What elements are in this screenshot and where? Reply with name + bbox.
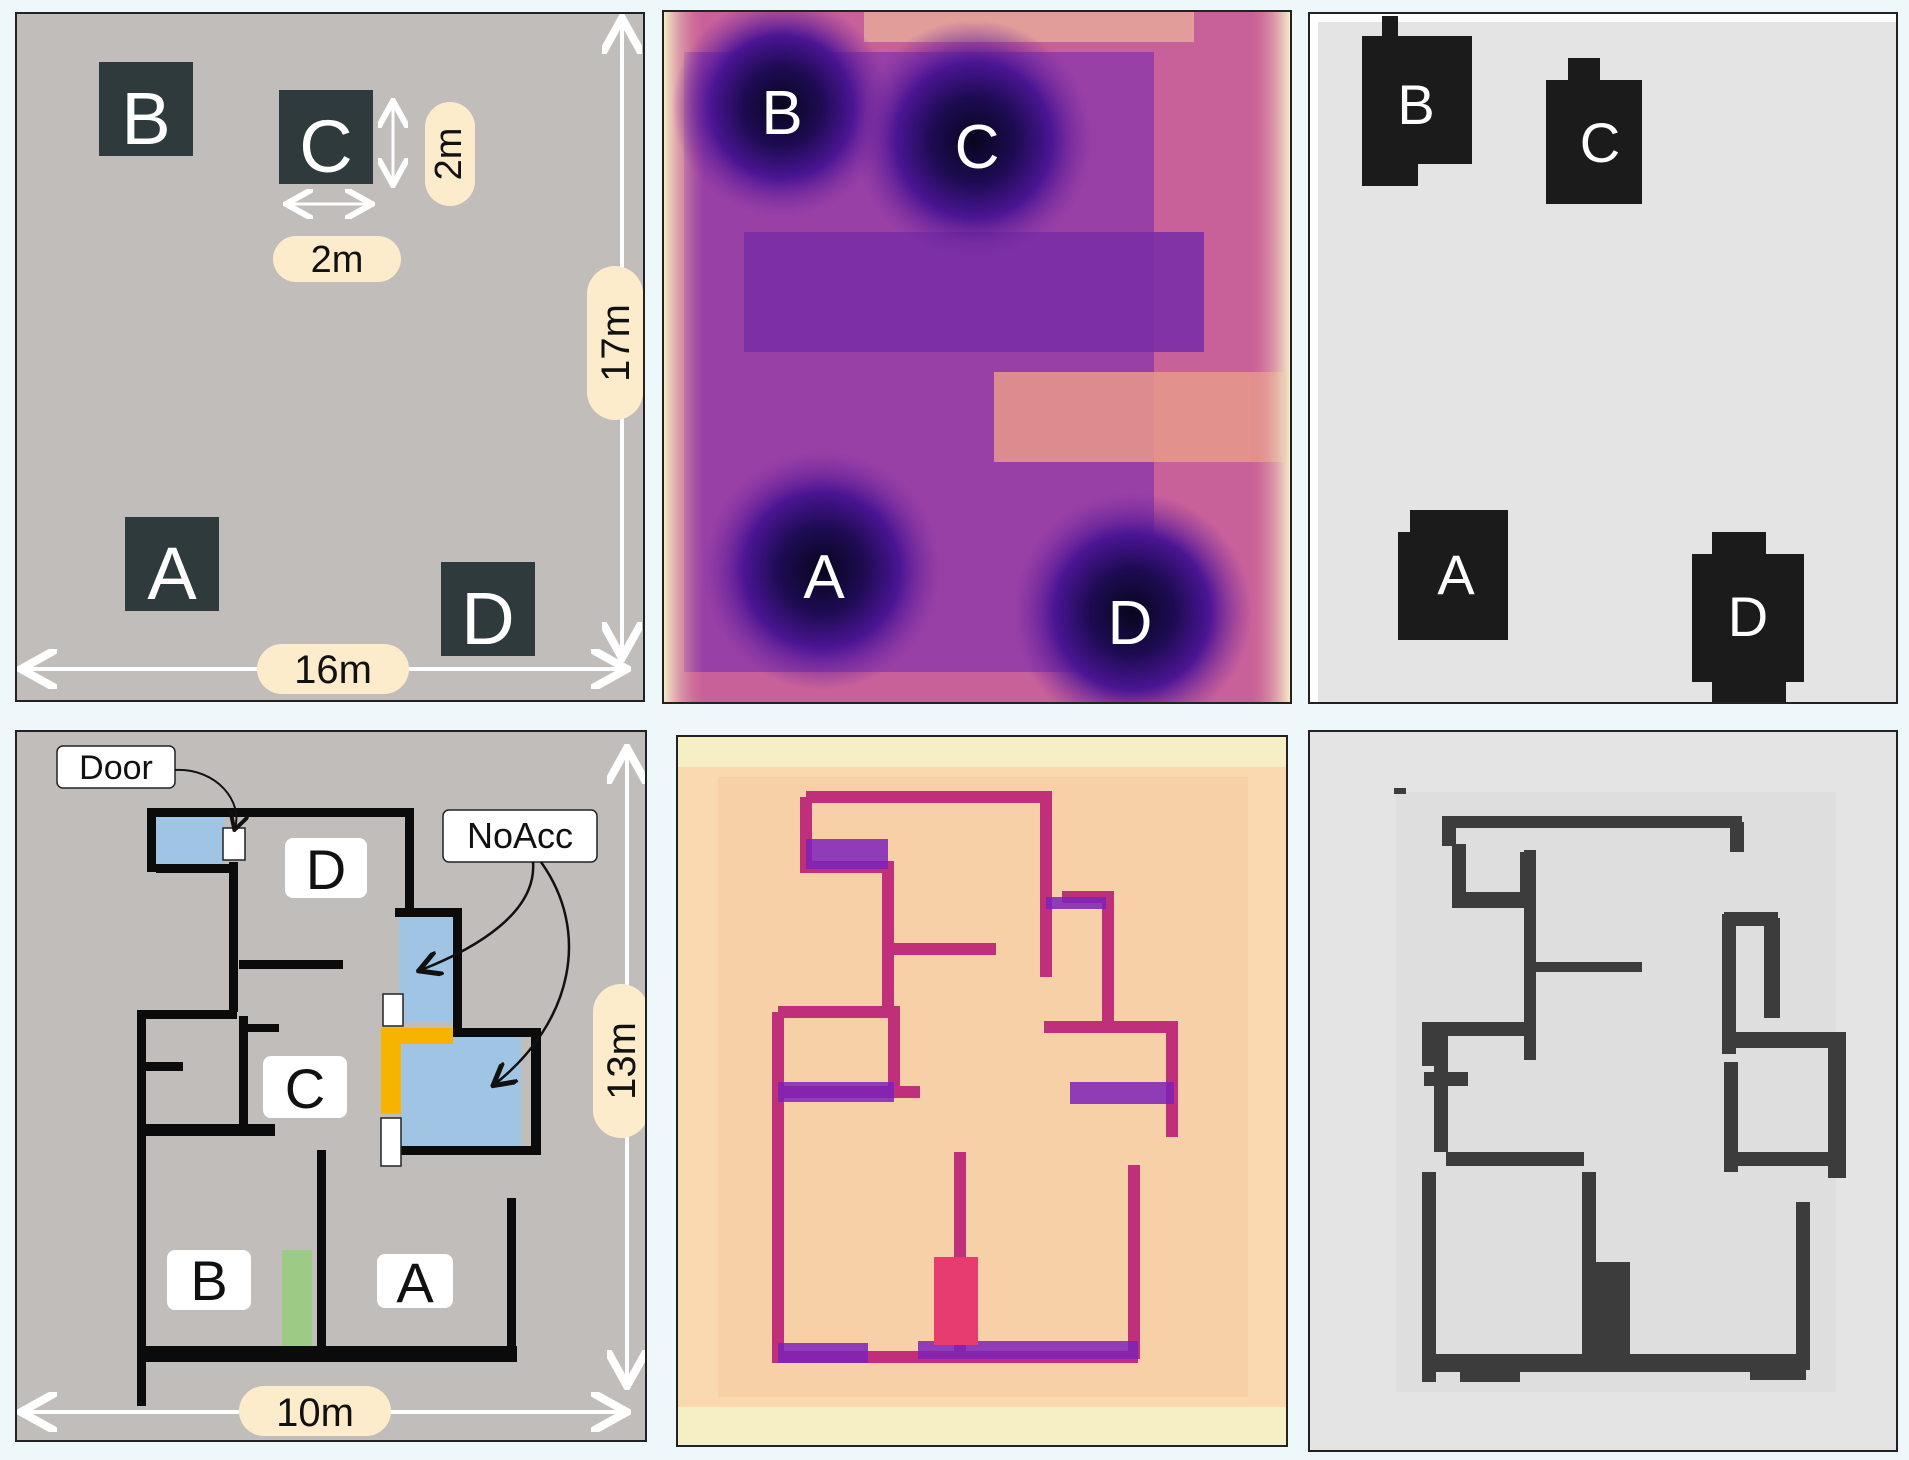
room-width-pill bbox=[257, 644, 409, 694]
occupancy-label-b: B bbox=[1397, 73, 1434, 136]
bottom-occupancy-map bbox=[1308, 730, 1898, 1452]
occupancy-label-c: C bbox=[1580, 111, 1620, 174]
noacc-area-top-left bbox=[151, 816, 225, 870]
room-b-box bbox=[167, 1250, 251, 1310]
block-b-label: B bbox=[121, 77, 170, 160]
heatmap-label-a: A bbox=[803, 543, 845, 612]
height-pill-small bbox=[425, 102, 475, 206]
block-c-label: C bbox=[299, 105, 352, 188]
noacc-callout-box bbox=[442, 809, 598, 863]
floorplan-height-pill bbox=[593, 984, 645, 1138]
heatmap-label-b: B bbox=[761, 79, 802, 148]
room-width-label: 16m bbox=[294, 648, 372, 692]
floorplan-width-pill bbox=[239, 1386, 391, 1436]
block-b bbox=[99, 62, 193, 156]
top-heatmap: B C A D bbox=[662, 10, 1292, 704]
occupancy-label-a: A bbox=[1437, 543, 1475, 606]
top-heatmap-canvas: B C A D bbox=[664, 12, 1290, 702]
door-bottom bbox=[380, 1117, 402, 1167]
occupied-block-d bbox=[1692, 532, 1804, 702]
noacc-callout-label: NoAcc bbox=[467, 815, 573, 856]
block-c bbox=[279, 90, 373, 184]
occupied-block-a bbox=[1398, 510, 1508, 640]
bottom-floorplan-canvas: D C B A Door NoAcc 10m 13m bbox=[17, 732, 645, 1436]
room-height-pill bbox=[587, 266, 643, 420]
top-occupancy-canvas: B C A D bbox=[1310, 14, 1896, 702]
heatmap-label-c: C bbox=[955, 113, 1000, 182]
block-a-label: A bbox=[147, 532, 197, 615]
room-b-label: B bbox=[190, 1249, 227, 1312]
room-a-box bbox=[377, 1254, 453, 1308]
block-d bbox=[441, 562, 535, 656]
block-d-label: D bbox=[461, 577, 514, 660]
top-occupancy-map: B C A D bbox=[1308, 12, 1898, 704]
occupancy-walls bbox=[1394, 788, 1846, 1382]
bottom-occupancy-canvas bbox=[1394, 788, 1846, 1392]
door-callout-box bbox=[56, 745, 176, 789]
door-callout-label: Door bbox=[79, 749, 153, 787]
room-height-label: 17m bbox=[594, 304, 638, 382]
room-d-box bbox=[285, 838, 367, 898]
height-label-small: 2m bbox=[428, 128, 470, 181]
floorplan-walls bbox=[137, 808, 541, 1406]
bottom-heatmap-canvas bbox=[678, 737, 1286, 1445]
room-d-label: D bbox=[306, 838, 346, 901]
floorplan-width-label: 10m bbox=[276, 1391, 354, 1435]
occupied-block-c bbox=[1546, 58, 1642, 204]
heatmap-hot-zone bbox=[934, 1257, 978, 1345]
door-middle bbox=[382, 993, 404, 1027]
floorplan-height-label: 13m bbox=[600, 1022, 644, 1100]
noacc-area-middle bbox=[399, 918, 453, 1022]
bottom-heatmap bbox=[676, 735, 1288, 1447]
heatmap-label-d: D bbox=[1108, 589, 1153, 658]
orange-passage bbox=[381, 1028, 453, 1114]
occupancy-label-d: D bbox=[1728, 585, 1768, 648]
heatmap-dark-walls bbox=[778, 839, 1174, 1363]
top-room-layout: B C A D 2m 2m 16m 17m bbox=[15, 12, 645, 702]
noacc-area-large bbox=[401, 1034, 521, 1150]
width-label-small: 2m bbox=[311, 239, 364, 281]
noacc-callout-arrow-2 bbox=[495, 861, 571, 1084]
room-a-label: A bbox=[396, 1251, 434, 1314]
green-zone bbox=[282, 1250, 312, 1346]
top-room-layout-canvas: B C A D 2m 2m 16m 17m bbox=[17, 14, 643, 694]
occupied-block-b bbox=[1362, 16, 1472, 186]
room-c-box bbox=[263, 1056, 347, 1118]
room-c-label: C bbox=[285, 1057, 325, 1120]
noacc-callout-arrow-1 bbox=[421, 861, 535, 970]
block-a bbox=[125, 517, 219, 611]
door-callout-arrow bbox=[174, 768, 236, 828]
door-top bbox=[222, 827, 246, 861]
bottom-floorplan: D C B A Door NoAcc 10m 13m bbox=[15, 730, 647, 1442]
width-pill-small bbox=[273, 236, 401, 282]
